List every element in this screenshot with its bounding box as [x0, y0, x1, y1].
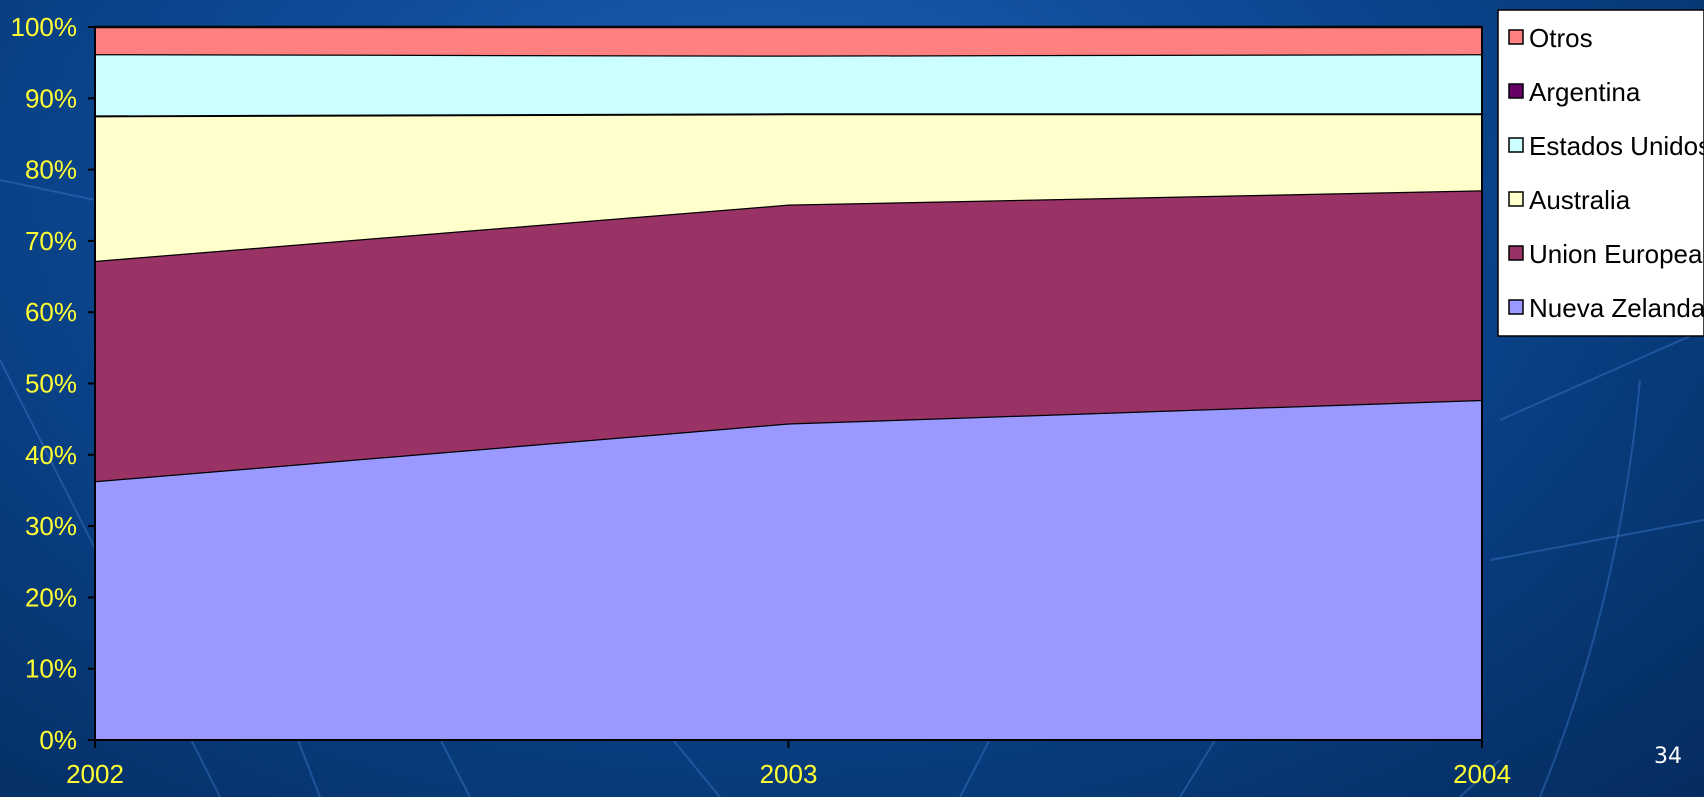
- area-union-europea: [95, 190, 1482, 482]
- x-axis: 2002 2003 2004: [66, 740, 1511, 789]
- y-tick-label: 80%: [25, 155, 77, 185]
- x-tick-label: 2004: [1453, 759, 1511, 789]
- y-tick-label: 20%: [25, 582, 77, 612]
- y-tick-label: 100%: [11, 12, 78, 42]
- background-line: [1499, 329, 1704, 421]
- background-line: [1489, 519, 1704, 561]
- legend-label: Otros: [1529, 23, 1593, 53]
- legend-label: Union Europea: [1529, 239, 1703, 269]
- legend-swatch: [1508, 299, 1524, 315]
- slide-number: 34: [1654, 744, 1682, 769]
- legend-swatch: [1508, 191, 1524, 207]
- background-line: [0, 179, 96, 201]
- background-line: [1459, 759, 1501, 797]
- legend-label: Estados Unidos: [1529, 131, 1704, 161]
- area-estados-unidos: [95, 54, 1482, 116]
- area-nueva-zelanda: [95, 399, 1482, 740]
- y-tick-label: 10%: [25, 654, 77, 684]
- x-tick-label: 2002: [66, 759, 124, 789]
- y-tick-label: 60%: [25, 297, 77, 327]
- y-tick-label: 30%: [25, 511, 77, 541]
- legend-label: Australia: [1529, 185, 1631, 215]
- y-tick-label: 0%: [39, 725, 77, 755]
- y-tick-label: 50%: [25, 369, 77, 399]
- legend-swatch: [1508, 83, 1524, 99]
- x-tick-label: 2003: [760, 759, 818, 789]
- legend-swatch: [1508, 137, 1524, 153]
- y-tick-label: 70%: [25, 226, 77, 256]
- legend-label: Nueva Zelanda: [1529, 293, 1704, 323]
- legend-label: Argentina: [1529, 77, 1641, 107]
- area-otros: [95, 27, 1482, 56]
- legend-box: [1497, 9, 1704, 337]
- y-tick-label: 90%: [25, 83, 77, 113]
- area-series-group: [94, 25, 1483, 740]
- y-tick-label: 40%: [25, 440, 77, 470]
- background-curve: [1539, 379, 1641, 797]
- legend-swatch: [1508, 245, 1524, 261]
- area-australia: [95, 113, 1482, 261]
- legend: Otros Argentina Estados Unidos Australia Uni…: [1497, 9, 1704, 337]
- y-axis: 0% 10% 20% 30% 40% 50% 60% 70% 80% 90% 100%: [11, 12, 95, 755]
- legend-swatch: [1508, 29, 1524, 45]
